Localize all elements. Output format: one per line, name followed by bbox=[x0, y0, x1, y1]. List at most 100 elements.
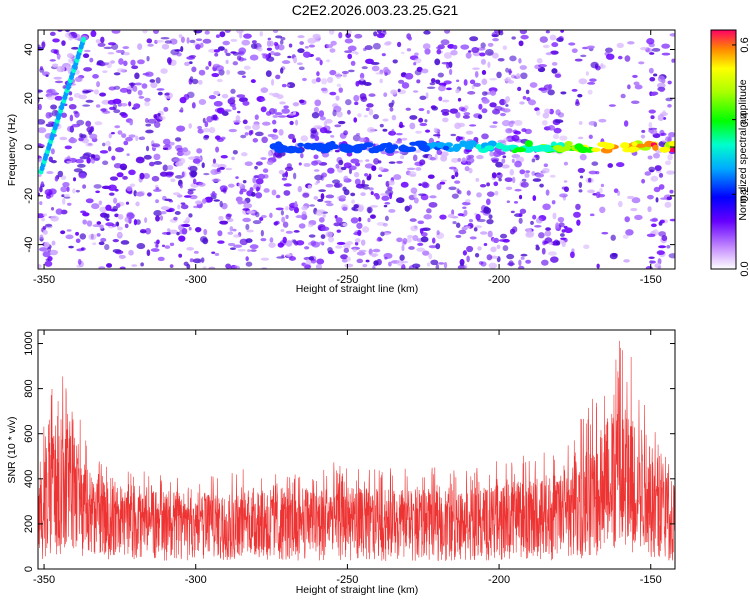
spectrogram-point bbox=[316, 71, 320, 77]
spectrogram-point bbox=[121, 166, 127, 171]
spectrogram-point bbox=[298, 223, 306, 229]
spectrogram-point bbox=[213, 90, 220, 96]
spectrogram-point bbox=[541, 247, 546, 255]
spectrogram-point bbox=[38, 263, 42, 269]
spectrogram-point bbox=[77, 163, 86, 168]
spectrogram-point bbox=[481, 133, 489, 140]
spectrogram-point bbox=[188, 123, 192, 129]
spectrogram-point bbox=[357, 229, 362, 237]
spectrogram-point bbox=[455, 88, 460, 94]
spectrogram-point bbox=[510, 120, 515, 124]
spectrogram-point bbox=[469, 236, 477, 240]
spectrogram-point bbox=[303, 162, 311, 167]
spectrogram-point bbox=[260, 215, 267, 218]
spectrogram-point bbox=[336, 241, 346, 246]
spectrogram-point bbox=[491, 52, 499, 59]
spectrogram-point bbox=[153, 121, 161, 129]
spectrogram-point bbox=[38, 103, 42, 111]
spectrogram-point bbox=[42, 213, 48, 217]
spectrogram-point bbox=[113, 72, 121, 76]
spectrogram-point bbox=[544, 108, 551, 114]
spectrogram-point bbox=[414, 149, 422, 153]
spectrogram-point bbox=[447, 213, 455, 219]
spectrogram-point bbox=[623, 120, 629, 127]
spectrogram-point bbox=[49, 249, 58, 256]
spectrogram-point bbox=[438, 262, 445, 265]
spectrogram-point bbox=[343, 175, 349, 182]
spectrogram-point bbox=[442, 99, 450, 103]
spectrogram-point bbox=[170, 178, 176, 183]
spectrogram-point bbox=[509, 55, 517, 62]
spectrogram-point bbox=[85, 198, 94, 204]
spectrogram-point bbox=[302, 192, 310, 198]
spectrogram-point bbox=[225, 52, 231, 57]
spectrogram-point bbox=[129, 183, 136, 188]
spectrogram-point bbox=[220, 136, 226, 140]
carrier-point bbox=[541, 145, 554, 153]
spectrogram-point bbox=[423, 30, 431, 35]
spectrogram-point bbox=[335, 245, 343, 249]
spectrogram-point bbox=[354, 238, 361, 243]
spectrogram-point bbox=[540, 88, 548, 94]
spectrogram-point bbox=[550, 256, 559, 263]
spectrogram-point bbox=[153, 161, 163, 165]
spectrogram-point bbox=[125, 201, 130, 205]
spectrogram-point bbox=[542, 240, 547, 246]
spectrogram-point bbox=[653, 73, 658, 77]
spectrogram-point bbox=[246, 229, 254, 233]
spectrogram-point bbox=[138, 96, 145, 99]
spectrogram-point bbox=[276, 256, 285, 259]
carrier-point bbox=[289, 146, 299, 151]
spectrogram-point bbox=[337, 120, 346, 125]
spectrogram-point bbox=[634, 84, 643, 90]
spectrogram-point bbox=[315, 263, 323, 269]
spectrogram-point bbox=[480, 42, 486, 49]
spectrogram-point bbox=[198, 79, 203, 85]
spectrogram-point bbox=[259, 216, 264, 221]
spectrogram-point bbox=[45, 123, 54, 128]
spectrogram-point bbox=[383, 66, 389, 73]
spectrogram-point bbox=[214, 252, 220, 256]
carrier-point bbox=[421, 145, 431, 152]
spectrogram-point bbox=[486, 219, 494, 225]
spectrogram-point bbox=[145, 227, 152, 235]
spectrogram-point bbox=[646, 194, 654, 200]
spectrogram-point bbox=[657, 75, 665, 83]
spectrogram-point bbox=[274, 220, 280, 225]
spectrogram-point bbox=[326, 59, 331, 63]
spectrogram-point bbox=[142, 173, 151, 180]
spectrogram-point bbox=[313, 106, 320, 113]
spectrogram-point bbox=[92, 74, 99, 79]
spectrogram-point bbox=[338, 87, 344, 93]
spectrogram-point bbox=[193, 205, 199, 209]
spectrogram-point bbox=[662, 110, 667, 117]
spectrogram-point bbox=[366, 206, 373, 214]
spectrogram-point bbox=[583, 244, 590, 249]
spectrogram-point bbox=[241, 58, 247, 61]
spectrogram-point bbox=[366, 126, 375, 133]
spectrogram-point bbox=[240, 134, 247, 139]
y-tick-label: 800 bbox=[23, 379, 35, 397]
spectrogram-point bbox=[381, 53, 386, 57]
spectrogram-point bbox=[180, 204, 189, 210]
spectrogram-point bbox=[588, 134, 593, 139]
spectrogram-point bbox=[156, 88, 165, 91]
snr-y-ticks: 0 200 400 600 800 1000 bbox=[23, 331, 675, 572]
spectrogram-point bbox=[277, 242, 285, 248]
spectrogram-point bbox=[251, 40, 257, 44]
spectrogram-point bbox=[92, 224, 101, 228]
spectrogram-point bbox=[357, 159, 363, 163]
spectrogram-point bbox=[213, 49, 220, 53]
spectrogram-point bbox=[354, 178, 361, 186]
spectrogram-point bbox=[428, 253, 433, 260]
spectrogram-point bbox=[487, 230, 493, 238]
spectrogram-point bbox=[286, 82, 296, 89]
spectrogram-point bbox=[202, 38, 212, 44]
spectrogram-point bbox=[180, 45, 184, 52]
spectrogram-point bbox=[83, 49, 91, 53]
spectrogram-point bbox=[123, 51, 130, 56]
spectrogram-point bbox=[494, 190, 499, 196]
y-tick-label: 40 bbox=[23, 43, 35, 55]
y-tick-label: 0 bbox=[23, 566, 35, 572]
carrier-point bbox=[555, 147, 568, 153]
